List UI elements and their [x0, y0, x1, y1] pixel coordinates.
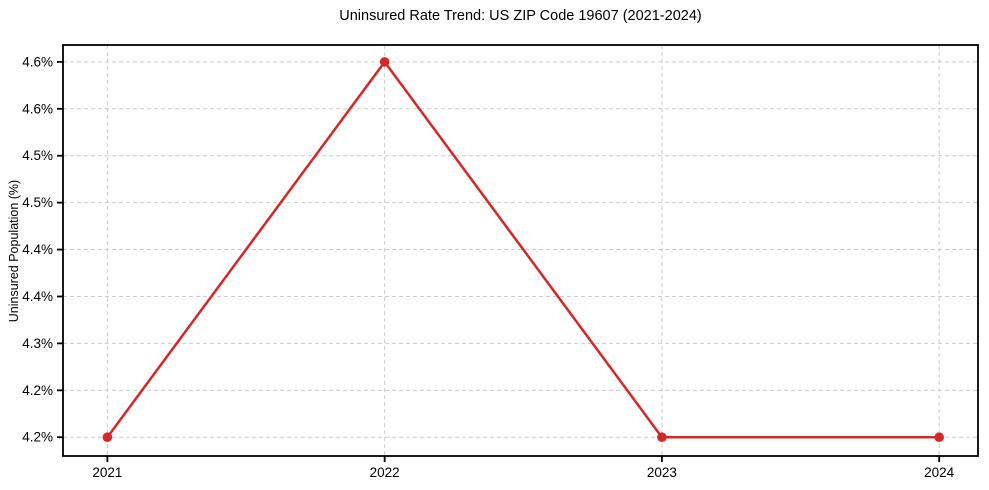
data-point-marker: [657, 432, 667, 443]
y-tick-label: 4.5%: [22, 148, 53, 163]
y-tick-label: 4.5%: [22, 195, 53, 210]
x-tick-label: 2023: [647, 465, 677, 480]
data-point-marker: [934, 432, 944, 443]
data-point-marker: [379, 57, 390, 67]
data-line: [106, 60, 941, 439]
x-tick-label: 2022: [370, 465, 400, 480]
data-point-marker: [102, 432, 113, 443]
y-tick-label: 4.4%: [22, 289, 53, 304]
y-tick-label: 4.4%: [22, 242, 53, 257]
y-tick-label: 4.2%: [22, 430, 53, 445]
x-tick-label: 2024: [924, 465, 955, 480]
y-tick-label: 4.3%: [22, 336, 53, 351]
y-tick-label: 4.6%: [22, 54, 53, 69]
chart-title: Uninsured Rate Trend: US ZIP Code 19607 …: [339, 8, 702, 24]
x-tick-label: 2021: [92, 465, 122, 480]
y-tick-label: 4.2%: [22, 383, 53, 398]
y-tick-label: 4.6%: [22, 101, 53, 116]
axes-frame: [62, 44, 979, 457]
